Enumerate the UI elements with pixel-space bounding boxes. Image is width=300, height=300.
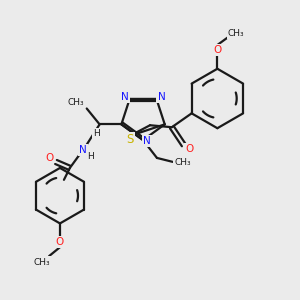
Text: CH₃: CH₃	[228, 28, 244, 38]
Text: O: O	[45, 153, 53, 163]
Text: CH₃: CH₃	[34, 258, 50, 267]
Text: O: O	[56, 237, 64, 247]
Text: N: N	[143, 136, 151, 146]
Text: CH₃: CH₃	[68, 98, 84, 107]
Text: N: N	[121, 92, 129, 102]
Text: O: O	[185, 144, 194, 154]
Text: CH₃: CH₃	[174, 158, 191, 167]
Text: H: H	[93, 129, 100, 138]
Text: H: H	[87, 152, 94, 160]
Text: S: S	[127, 133, 134, 146]
Text: O: O	[213, 45, 221, 55]
Text: N: N	[79, 145, 87, 155]
Text: N: N	[158, 92, 165, 102]
